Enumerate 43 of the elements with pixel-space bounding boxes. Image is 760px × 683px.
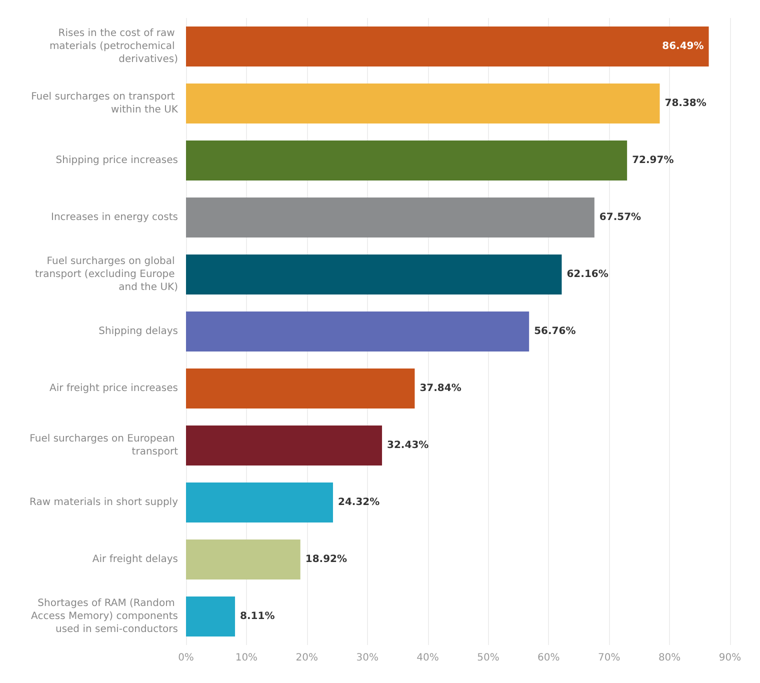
bar — [186, 26, 709, 66]
bar — [186, 540, 300, 580]
data-label: 32.43% — [387, 440, 429, 451]
data-label: 78.38% — [664, 98, 706, 109]
y-tick-label: Air freight price increases — [50, 383, 178, 394]
x-tick-label: 40% — [416, 652, 439, 664]
data-label: 62.16% — [566, 269, 608, 280]
x-tick-label: 70% — [598, 652, 620, 664]
data-label: 67.57% — [599, 212, 642, 223]
bar — [186, 426, 382, 466]
y-tick-label: Shortages of RAM (Random Access Memory) components used in semi-conductors — [31, 598, 178, 635]
y-tick-label: Raw materials in short supply — [30, 497, 178, 508]
data-label: 86.49% — [662, 41, 704, 52]
x-tick-label: 80% — [658, 652, 681, 664]
data-label: 72.97% — [632, 155, 674, 166]
bar — [186, 254, 562, 294]
y-tick-label: Increases in energy costs — [51, 212, 178, 223]
y-tick-label: Fuel surcharges on global transport (excluding Europe and the UK) — [35, 256, 178, 293]
data-label: 8.11% — [240, 611, 275, 622]
data-label: 18.92% — [305, 554, 348, 565]
x-tick-label: 90% — [718, 652, 742, 664]
y-tick-label: Rises in the cost of raw materials (petrochemical derivatives) — [49, 28, 178, 65]
y-tick-label: Fuel surcharges on transport within the UK — [31, 92, 178, 116]
data-label: 24.32% — [338, 497, 380, 508]
bar — [186, 368, 415, 408]
bar — [186, 482, 333, 522]
bar — [186, 84, 660, 124]
bar — [186, 198, 594, 238]
bar — [186, 312, 530, 352]
x-tick-label: 30% — [356, 652, 378, 664]
x-tick-label: 50% — [477, 652, 500, 664]
data-label: 56.76% — [534, 326, 576, 337]
bar — [186, 140, 628, 180]
x-tick-label: 10% — [235, 652, 258, 664]
y-tick-label: Shipping price increases — [56, 155, 178, 166]
y-tick-label: Air freight delays — [92, 554, 178, 565]
y-tick-label: Shipping delays — [98, 326, 178, 337]
x-tick-label: 0% — [178, 652, 194, 664]
data-label: 37.84% — [420, 383, 462, 394]
y-tick-label: Fuel surcharges on European transport — [30, 434, 178, 458]
bar — [186, 596, 236, 636]
x-tick-label: 20% — [296, 652, 318, 664]
x-tick-label: 60% — [538, 652, 560, 664]
